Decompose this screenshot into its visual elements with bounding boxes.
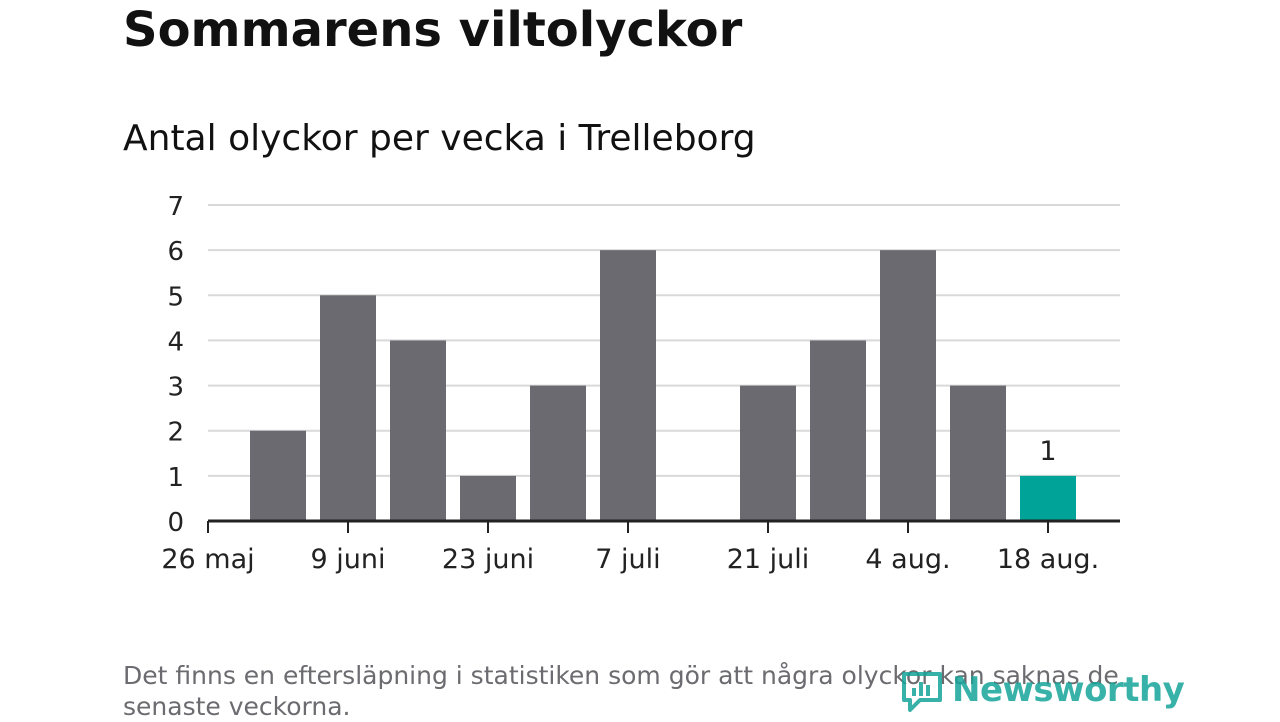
bar-30-juni <box>530 385 586 521</box>
x-tick-label: 4 aug. <box>865 544 950 575</box>
x-tick-label: 23 juni <box>442 544 534 575</box>
bar-21-juli <box>740 385 796 521</box>
y-tick-label: 5 <box>167 282 184 312</box>
x-tick-label: 21 juli <box>727 544 810 575</box>
x-tick-label: 9 juni <box>311 544 386 575</box>
x-tick-label: 7 juli <box>595 544 660 575</box>
bar-28-juli <box>810 340 866 521</box>
chart-subtitle: Antal olyckor per vecka i Trelleborg <box>123 118 756 159</box>
bar-23-juni <box>460 475 516 521</box>
bar-4-aug- <box>880 250 936 521</box>
logo-text: Newsworthy <box>952 670 1185 710</box>
y-tick-label: 4 <box>167 327 184 357</box>
footnote: Det finns en eftersläpning i statistiken… <box>123 661 1119 721</box>
bar-chart: 0 1 2 3 4 5 6 7 26 maj 9 juni 23 juni 7 juli 21 jul… <box>161 192 1120 575</box>
bar-2-juni <box>250 430 306 521</box>
y-tick-label: 0 <box>167 508 184 538</box>
bar-18-aug- <box>1020 475 1076 521</box>
y-tick-label: 6 <box>167 237 184 267</box>
bar-11-aug- <box>950 385 1006 521</box>
chart-title: Sommarens viltolyckor <box>123 2 743 58</box>
newsworthy-logo[interactable]: Newsworthy <box>900 668 1185 712</box>
y-axis-ticks: 0 1 2 3 4 5 6 7 <box>167 192 184 538</box>
y-tick-label: 1 <box>167 463 184 493</box>
newsworthy-logo-icon <box>902 672 942 712</box>
y-tick-label: 2 <box>167 418 184 448</box>
y-tick-label: 3 <box>167 373 184 403</box>
x-tick-label: 18 aug. <box>997 544 1099 575</box>
y-tick-label: 7 <box>167 192 184 222</box>
highlight-bar-value-label: 1 <box>1039 436 1056 467</box>
bar-labels: 1 <box>1039 436 1056 467</box>
bars <box>250 250 1076 521</box>
bar-7-juli <box>600 250 656 521</box>
bar-16-juni <box>390 340 446 521</box>
x-axis: 26 maj 9 juni 23 juni 7 juli 21 juli 4 aug. 18… <box>161 519 1120 575</box>
bar-9-juni <box>320 295 376 521</box>
x-tick-label: 26 maj <box>161 544 254 575</box>
